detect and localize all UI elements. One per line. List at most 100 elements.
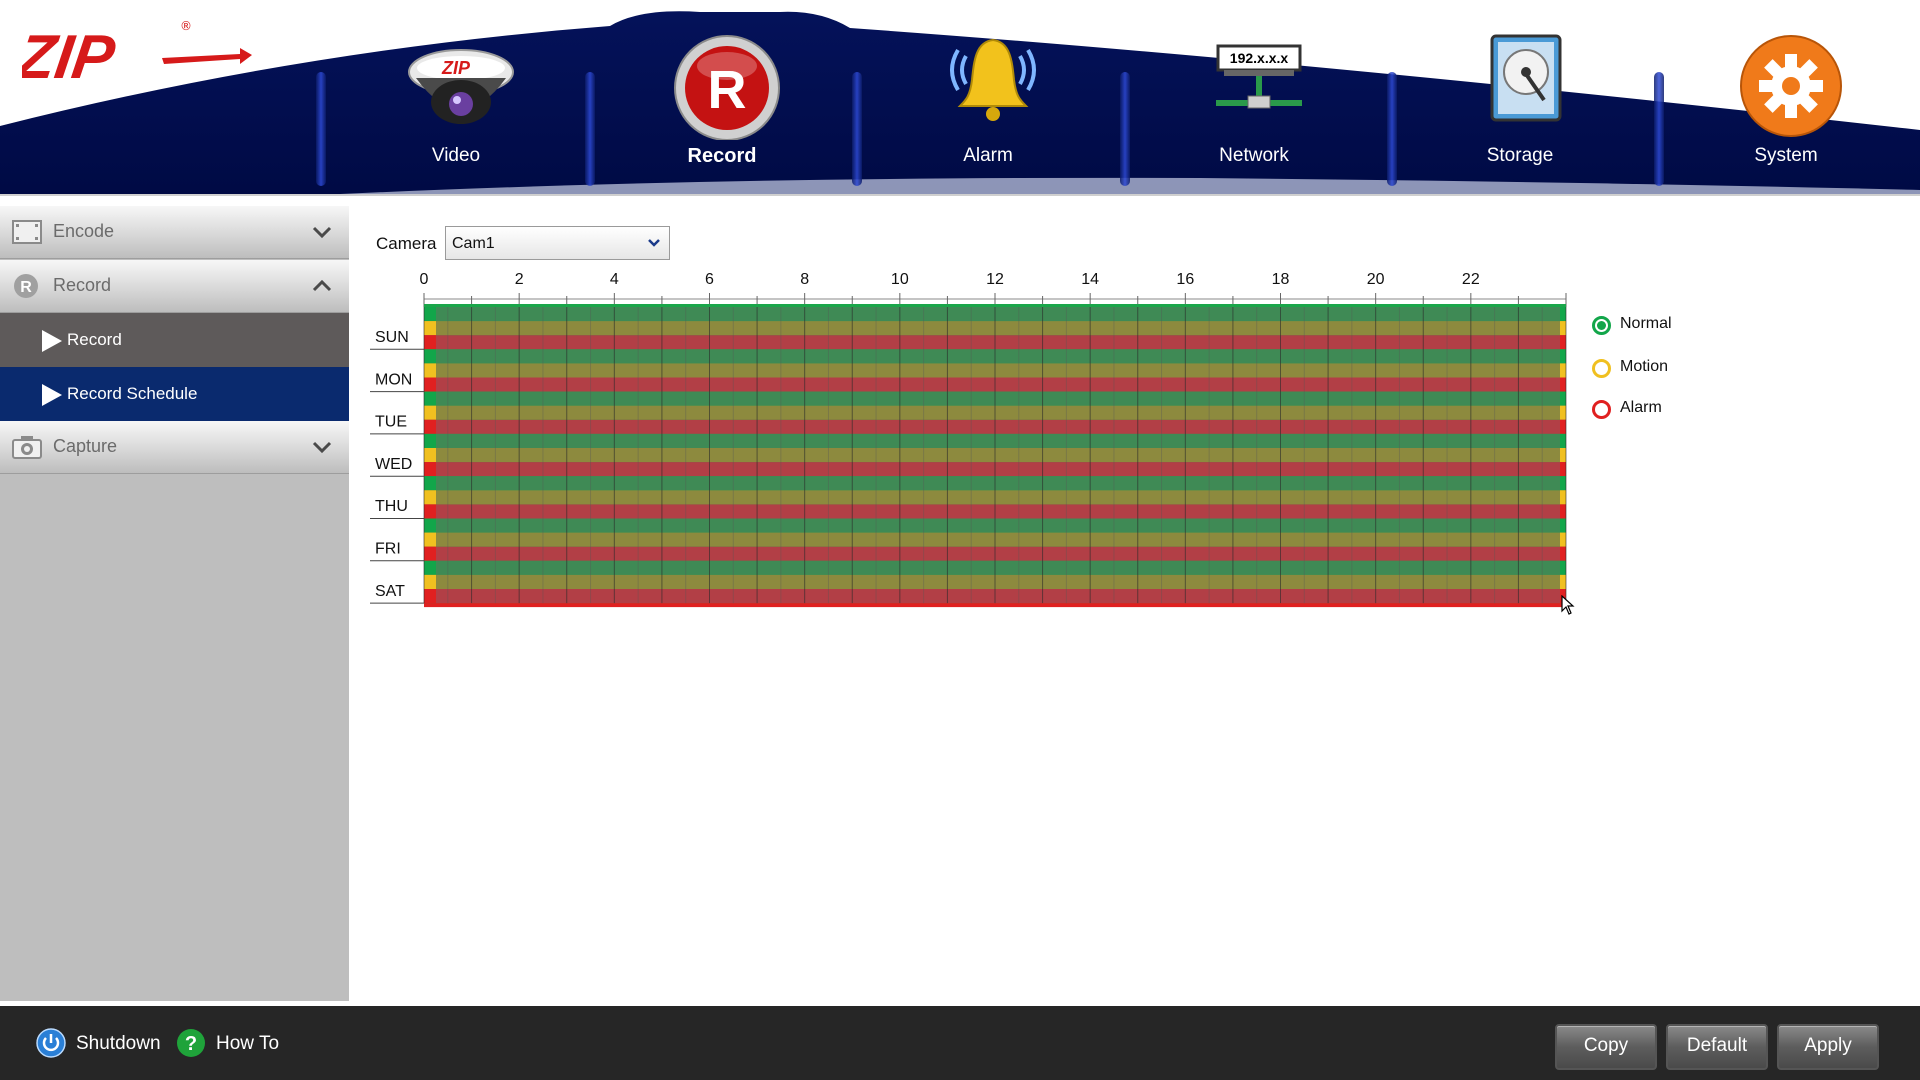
schedule-row-edge xyxy=(1560,476,1566,491)
day-label: THU xyxy=(375,498,408,515)
hour-tick-label: 12 xyxy=(986,271,1004,288)
schedule-row-edge xyxy=(424,490,436,505)
shutdown-label: Shutdown xyxy=(76,1033,161,1054)
schedule-row-edge xyxy=(1560,307,1566,322)
play-arrow-icon xyxy=(42,384,62,406)
record-r-icon: R xyxy=(674,35,780,140)
schedule-row-edge xyxy=(424,433,436,448)
schedule-row-edge xyxy=(424,476,436,491)
sidebar-section-record[interactable]: R Record xyxy=(0,260,349,313)
sidebar-item-label: Record xyxy=(67,330,122,349)
day-label: FRI xyxy=(375,541,401,558)
schedule-row-edge xyxy=(1560,574,1566,589)
schedule-grid-bottom xyxy=(424,603,1566,608)
footer-bar: Shutdown ? How To Copy Default Apply xyxy=(0,1006,1920,1080)
schedule-row-edge xyxy=(424,504,436,519)
nav-network[interactable]: 192.x.x.x Network xyxy=(1154,24,1354,174)
nav-record[interactable]: R Record xyxy=(622,24,822,174)
hour-tick-label: 6 xyxy=(705,271,714,288)
schedule-row-edge xyxy=(1560,335,1566,350)
svg-text:192.x.x.x: 192.x.x.x xyxy=(1230,50,1289,66)
schedule-row-edge xyxy=(1560,546,1566,561)
hour-tick-label: 0 xyxy=(420,271,429,288)
camera-select-value: Cam1 xyxy=(452,235,495,252)
schedule-row-edge xyxy=(1560,377,1566,392)
schedule-row-edge xyxy=(424,448,436,463)
nav-system-label: System xyxy=(1754,145,1818,166)
nav-system[interactable]: System xyxy=(1686,24,1886,174)
nav-network-label: Network xyxy=(1219,145,1289,166)
play-arrow-icon xyxy=(42,330,62,352)
camera-icon xyxy=(12,436,42,459)
sidebar-section-encode[interactable]: Encode xyxy=(0,206,349,259)
schedule-row-edge xyxy=(1560,589,1566,604)
top-navigation: ZIP ® ZIP Video R Record xyxy=(0,0,1920,196)
svg-text:ZIP: ZIP xyxy=(441,58,471,78)
sidebar-section-capture[interactable]: Capture xyxy=(0,421,349,474)
schedule-row-edge xyxy=(424,321,436,336)
nav-divider xyxy=(316,72,326,186)
alarm-bell-icon xyxy=(950,38,1036,121)
record-r-icon: R xyxy=(14,274,38,298)
schedule-row-edge xyxy=(1560,560,1566,575)
sidebar-section-label: Record xyxy=(53,275,112,295)
schedule-row-edge xyxy=(424,560,436,575)
schedule-row-edge xyxy=(424,363,436,378)
schedule-row-edge xyxy=(1560,490,1566,505)
record-schedule-grid[interactable]: 0 2 4 6 8 10 12 14 16 18 20 22 SUN MON TUE WED THU FRI SAT xyxy=(370,262,1580,612)
hour-tick-label: 14 xyxy=(1081,271,1099,288)
radio-motion[interactable] xyxy=(1592,359,1611,378)
nav-alarm[interactable]: Alarm xyxy=(888,24,1088,174)
schedule-row-edge xyxy=(1560,363,1566,378)
schedule-row-edge xyxy=(1560,518,1566,533)
schedule-row-edge xyxy=(424,462,436,477)
schedule-row-edge xyxy=(1560,504,1566,519)
schedule-row-edge xyxy=(424,419,436,434)
schedule-row-edge xyxy=(424,377,436,392)
svg-text:ZIP: ZIP xyxy=(22,23,119,92)
schedule-row-edge xyxy=(1560,321,1566,336)
nav-divider xyxy=(1654,72,1664,186)
schedule-row-edge xyxy=(424,335,436,350)
hour-tick-label: 20 xyxy=(1367,271,1385,288)
day-label: TUE xyxy=(375,414,407,431)
nav-storage-label: Storage xyxy=(1486,145,1554,166)
default-button[interactable]: Default xyxy=(1666,1024,1768,1070)
schedule-row-edge xyxy=(1560,448,1566,463)
apply-button[interactable]: Apply xyxy=(1777,1024,1879,1070)
schedule-row-edge xyxy=(1560,405,1566,420)
sidebar-item-record-schedule[interactable]: Record Schedule xyxy=(0,367,349,421)
hour-tick-label: 22 xyxy=(1462,271,1480,288)
schedule-row-edge xyxy=(424,574,436,589)
day-label: SUN xyxy=(375,329,409,346)
nav-alarm-label: Alarm xyxy=(963,145,1013,166)
schedule-row-edge xyxy=(424,391,436,406)
nav-divider xyxy=(1120,72,1130,186)
legend-normal-label: Normal xyxy=(1620,315,1672,332)
copy-button[interactable]: Copy xyxy=(1555,1024,1657,1070)
sidebar: Encode R Record Record Record Schedule C… xyxy=(0,206,349,1001)
day-label: MON xyxy=(375,371,412,388)
mouse-pointer-icon xyxy=(1561,595,1575,615)
hour-tick-label: 8 xyxy=(800,271,809,288)
sidebar-item-label: Record Schedule xyxy=(67,384,198,403)
schedule-row-edge xyxy=(424,546,436,561)
zip-logo: ZIP ® xyxy=(11,12,252,92)
radio-normal[interactable] xyxy=(1592,316,1611,335)
svg-text:?: ? xyxy=(185,1033,197,1055)
hour-tick-label: 18 xyxy=(1272,271,1290,288)
schedule-row-edge xyxy=(424,518,436,533)
legend-alarm-label: Alarm xyxy=(1620,399,1662,416)
camera-select[interactable]: Cam1 xyxy=(445,226,670,260)
nav-storage[interactable]: Storage xyxy=(1420,24,1620,174)
nav-divider xyxy=(585,72,595,186)
radio-alarm[interactable] xyxy=(1592,400,1611,419)
svg-text:®: ® xyxy=(180,19,192,33)
nav-video[interactable]: ZIP Video xyxy=(356,24,556,174)
schedule-row-edge xyxy=(424,307,436,322)
sidebar-section-label: Capture xyxy=(53,436,118,456)
sidebar-item-record[interactable]: Record xyxy=(0,313,349,367)
nav-video-label: Video xyxy=(431,145,481,166)
network-icon: 192.x.x.x xyxy=(1216,44,1302,109)
day-label: SAT xyxy=(375,583,405,600)
